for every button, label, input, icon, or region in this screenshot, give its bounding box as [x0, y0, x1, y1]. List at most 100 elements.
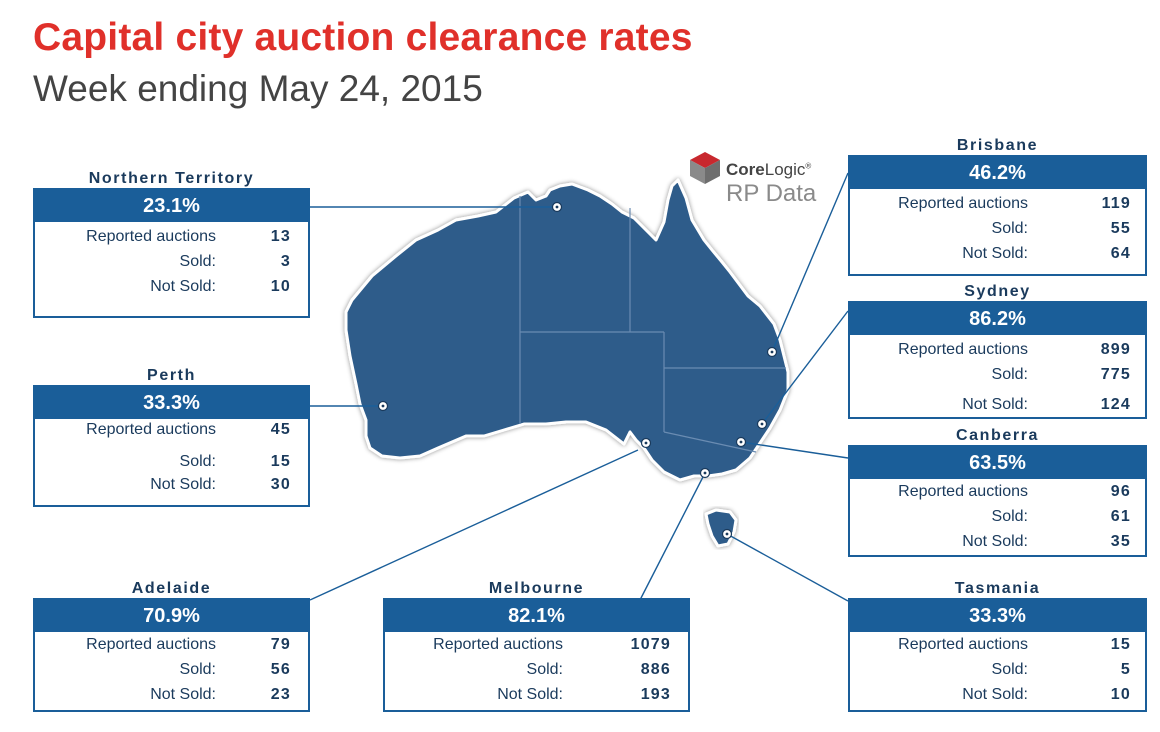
sold-row: Sold: 886 — [385, 657, 688, 682]
panel-box: 23.1% Reported auctions 13 Sold: 3 Not S… — [33, 188, 310, 318]
tasmania-shape — [704, 508, 738, 548]
marker-perth — [377, 400, 389, 412]
clearance-rate: 33.3% — [850, 600, 1145, 632]
not-sold-label: Not Sold: — [150, 476, 216, 493]
corelogic-wordmark: CoreLogic® — [726, 160, 812, 179]
panel-box: 86.2% Reported auctions 899 Sold: 775 No… — [848, 301, 1147, 419]
clearance-rate: 63.5% — [850, 447, 1145, 479]
panel-box: 46.2% Reported auctions 119 Sold: 55 Not… — [848, 155, 1147, 276]
sold-row: Sold: 15 — [35, 449, 308, 474]
marker-darwin — [551, 201, 563, 213]
panel-adelaide: Adelaide 70.9% Reported auctions 79 Sold… — [33, 580, 310, 712]
reported-auctions-value: 96 — [1110, 483, 1131, 500]
marker-melbourne — [699, 467, 711, 479]
sold-value: 15 — [270, 453, 291, 470]
not-sold-label: Not Sold: — [962, 245, 1028, 262]
reported-auctions-row: Reported auctions 13 — [35, 224, 308, 249]
not-sold-value: 30 — [270, 476, 291, 493]
sold-value: 886 — [640, 661, 671, 678]
panel-city-name: Canberra — [955, 427, 1040, 444]
not-sold-label: Not Sold: — [150, 278, 216, 295]
not-sold-value: 10 — [1110, 686, 1131, 703]
marker-brisbane — [766, 346, 778, 358]
clearance-rate: 46.2% — [850, 157, 1145, 189]
sold-value: 61 — [1110, 508, 1131, 525]
panel-city-name: Melbourne — [488, 580, 585, 597]
sold-row: Sold: 775 — [850, 362, 1145, 387]
reported-auctions-row: Reported auctions 79 — [35, 632, 308, 657]
reported-auctions-label: Reported auctions — [86, 228, 216, 245]
panel-box: 70.9% Reported auctions 79 Sold: 56 Not … — [33, 598, 310, 712]
marker-canberra — [735, 436, 747, 448]
not-sold-row: Not Sold: 30 — [35, 472, 308, 497]
panel-box: 33.3% Reported auctions 15 Sold: 5 Not S… — [848, 598, 1147, 712]
page-subtitle: Week ending May 24, 2015 — [33, 68, 483, 109]
state-borders — [519, 196, 786, 453]
reported-auctions-label: Reported auctions — [898, 195, 1028, 212]
not-sold-value: 124 — [1100, 396, 1131, 413]
not-sold-label: Not Sold: — [962, 533, 1028, 550]
not-sold-row: Not Sold: 193 — [385, 682, 688, 707]
leader-lines — [309, 172, 849, 602]
panel-city-name: Tasmania — [954, 580, 1041, 597]
sold-label: Sold: — [179, 253, 216, 270]
panel-box: 82.1% Reported auctions 1079 Sold: 886 N… — [383, 598, 690, 712]
reported-auctions-row: Reported auctions 899 — [850, 337, 1145, 362]
reported-auctions-row: Reported auctions 96 — [850, 479, 1145, 504]
not-sold-label: Not Sold: — [497, 686, 563, 703]
sold-label: Sold: — [991, 508, 1028, 525]
panel-brisbane: Brisbane 46.2% Reported auctions 119 Sol… — [848, 137, 1147, 276]
mainland-shape — [344, 178, 790, 482]
reported-auctions-value: 119 — [1101, 195, 1131, 212]
not-sold-value: 64 — [1110, 245, 1131, 262]
not-sold-value: 193 — [640, 686, 671, 703]
not-sold-row: Not Sold: 35 — [850, 529, 1145, 554]
reported-auctions-value: 1079 — [630, 636, 671, 653]
marker-adelaide — [640, 437, 652, 449]
sold-value: 775 — [1100, 366, 1131, 383]
panel-city-name: Northern Territory — [88, 170, 255, 187]
panel-city-name: Perth — [147, 367, 196, 384]
clearance-rate: 23.1% — [35, 190, 308, 222]
panel-box: 63.5% Reported auctions 96 Sold: 61 Not … — [848, 445, 1147, 557]
reported-auctions-value: 45 — [270, 421, 291, 438]
panel-box: 33.3% Reported auctions 45 Sold: 15 Not … — [33, 385, 310, 507]
sold-row: Sold: 3 — [35, 249, 308, 274]
reported-auctions-row: Reported auctions 45 — [35, 417, 308, 442]
panel-perth: Perth 33.3% Reported auctions 45 Sold: 1… — [33, 367, 310, 507]
sold-row: Sold: 61 — [850, 504, 1145, 529]
reported-auctions-label: Reported auctions — [86, 636, 216, 653]
reported-auctions-label: Reported auctions — [898, 636, 1028, 653]
not-sold-label: Not Sold: — [962, 396, 1028, 413]
clearance-rate: 70.9% — [35, 600, 308, 632]
page-title: Capital city auction clearance rates — [33, 16, 693, 59]
sold-row: Sold: 56 — [35, 657, 308, 682]
not-sold-value: 23 — [270, 686, 291, 703]
not-sold-label: Not Sold: — [962, 686, 1028, 703]
sold-value: 3 — [280, 253, 291, 270]
city-markers — [377, 201, 778, 540]
corelogic-cube-icon — [690, 152, 720, 184]
reported-auctions-row: Reported auctions 119 — [850, 191, 1145, 216]
sold-label: Sold: — [179, 453, 216, 470]
reported-auctions-label: Reported auctions — [898, 341, 1028, 358]
sold-value: 5 — [1120, 661, 1131, 678]
reported-auctions-value: 899 — [1100, 341, 1131, 358]
not-sold-row: Not Sold: 10 — [850, 682, 1145, 707]
corelogic-logo: CoreLogic® RP Data — [688, 148, 838, 208]
not-sold-value: 10 — [270, 278, 291, 295]
reported-auctions-label: Reported auctions — [86, 421, 216, 438]
sold-label: Sold: — [991, 661, 1028, 678]
marker-sydney — [756, 418, 768, 430]
clearance-rate: 33.3% — [35, 387, 308, 419]
reported-auctions-row: Reported auctions 15 — [850, 632, 1145, 657]
reported-auctions-value: 79 — [270, 636, 291, 653]
panel-city-name: Adelaide — [131, 580, 212, 597]
reported-auctions-value: 13 — [270, 228, 291, 245]
panel-canberra: Canberra 63.5% Reported auctions 96 Sold… — [848, 427, 1147, 557]
sold-label: Sold: — [991, 366, 1028, 383]
sold-label: Sold: — [526, 661, 563, 678]
clearance-rate: 86.2% — [850, 303, 1145, 335]
not-sold-label: Not Sold: — [150, 686, 216, 703]
